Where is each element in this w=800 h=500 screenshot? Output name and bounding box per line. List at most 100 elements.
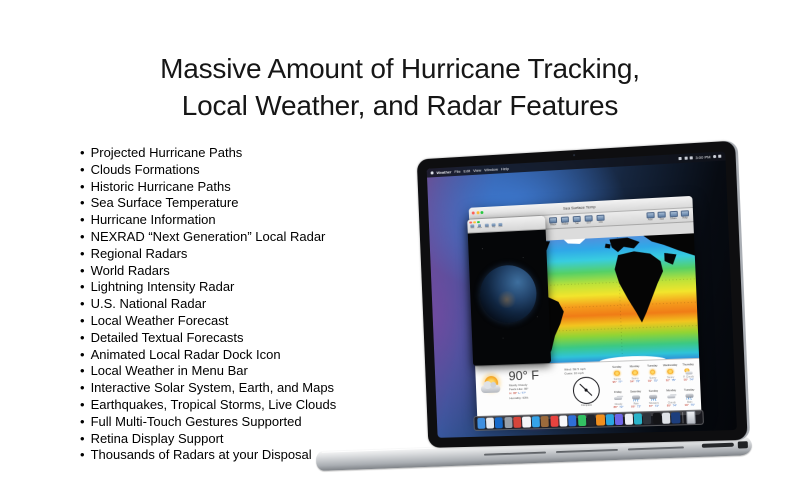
- dock-icon[interactable]: [540, 416, 550, 427]
- forecast-cell[interactable]: Monday Cloudy 89° 74°: [663, 388, 680, 412]
- forecast-low: 75°: [690, 402, 695, 407]
- dock-icon[interactable]: [652, 413, 662, 424]
- menu-item-help[interactable]: Help: [500, 165, 510, 172]
- forecast-cell[interactable]: Sunday Showers 87° 73°: [645, 389, 662, 413]
- toolbar-button[interactable]: Opts: [498, 222, 502, 229]
- forecast-cell[interactable]: Saturday Rain 86° 72°: [627, 390, 644, 414]
- toolbar-button[interactable]: Add: [645, 211, 655, 222]
- forecast-high: 88°: [613, 404, 618, 409]
- menu-item-file[interactable]: File: [454, 168, 461, 175]
- dock-icon[interactable]: [661, 412, 671, 424]
- notification-center-icon[interactable]: [718, 154, 722, 158]
- dock-icon[interactable]: [549, 415, 559, 427]
- menu-item-window[interactable]: Window: [484, 166, 499, 173]
- close-button[interactable]: [469, 220, 472, 224]
- dock-icon[interactable]: [614, 414, 624, 425]
- dock-icon[interactable]: [577, 415, 587, 426]
- dock-icon[interactable]: [596, 414, 605, 426]
- toolbar-button[interactable]: Sets: [470, 224, 474, 230]
- earth-globe[interactable]: [478, 264, 538, 324]
- toolbar-button[interactable]: Help: [680, 209, 690, 220]
- menu-item-view[interactable]: View: [472, 167, 482, 173]
- space-view[interactable]: [467, 229, 552, 366]
- toolbar-button[interactable]: Maps: [549, 216, 558, 227]
- feature-item: Full Multi-Touch Gestures Supported: [80, 414, 336, 431]
- toolbar-button[interactable]: Share: [669, 210, 678, 220]
- dock-icon[interactable]: [624, 413, 633, 425]
- toolbar-button[interactable]: Sky: [491, 223, 496, 229]
- forecast-low: 75°: [671, 378, 676, 383]
- feature-list: Projected Hurricane Paths Clouds Formati…: [80, 145, 337, 464]
- dock-icon[interactable]: [605, 414, 615, 426]
- toolbar-button[interactable]: Orbit: [485, 223, 489, 229]
- toolbar-label: Orbit: [484, 226, 490, 229]
- wind-compass[interactable]: [571, 376, 600, 405]
- dock-icon[interactable]: [643, 413, 652, 425]
- forecast-weather-icon: [683, 367, 693, 375]
- close-button[interactable]: [471, 211, 475, 215]
- dock-icon[interactable]: [671, 412, 681, 424]
- feature-item: Animated Local Radar Dock Icon: [80, 347, 336, 364]
- feature-item: U.S. National Radar: [80, 296, 336, 313]
- dock-icon[interactable]: [485, 417, 495, 429]
- toolbar-label: Sat: [574, 221, 579, 225]
- feature-item: Lightning Intensity Radar: [80, 279, 336, 296]
- dock-icon[interactable]: [531, 416, 540, 428]
- dock-icon[interactable]: [476, 418, 486, 429]
- forecast-cell[interactable]: Thursday P. Cloudy 90° 74°: [680, 363, 697, 387]
- forecast-cell[interactable]: Wednesday Sunny 92° 75°: [662, 364, 679, 388]
- battery-icon[interactable]: [684, 156, 688, 160]
- wifi-icon[interactable]: [689, 156, 693, 160]
- feature-item: Historic Hurricane Paths: [80, 179, 336, 196]
- dock-separator: [682, 412, 684, 424]
- minimize-button[interactable]: [473, 220, 476, 224]
- dock-icon[interactable]: [568, 415, 577, 427]
- forecast-weather-icon: [612, 369, 622, 377]
- menu-item-edit[interactable]: Edit: [463, 168, 471, 174]
- forecast-cell[interactable]: Sunday Sunny 95° 77°: [609, 365, 626, 389]
- forecast-high: 86°: [631, 404, 636, 409]
- zoom-button[interactable]: [477, 220, 480, 224]
- forecast-cell[interactable]: Friday Cloudy 88° 73°: [610, 390, 627, 414]
- dock-icon[interactable]: [504, 417, 513, 428]
- bluetooth-icon[interactable]: [678, 157, 682, 160]
- macbook-screen: Weather File Edit View Window Help 3:00 …: [416, 140, 748, 448]
- dock-icon[interactable]: [633, 413, 643, 425]
- forecast-grid: Sunday Sunny 95° 77° Monday Sunny 94° 76° …: [609, 363, 699, 414]
- dock-icon[interactable]: [513, 417, 522, 428]
- forecast-high: 94°: [630, 379, 635, 384]
- forecast-cell[interactable]: Tuesday Sunny 93° 75°: [644, 364, 661, 388]
- toolbar-label: Share: [669, 216, 677, 220]
- menu-app-name[interactable]: Weather: [436, 169, 452, 176]
- toolbar-button[interactable]: Radar: [560, 216, 569, 226]
- trash-icon[interactable]: [685, 411, 696, 424]
- toolbar-label: Fav: [659, 217, 664, 221]
- cloud-icon: [480, 384, 501, 394]
- dock-icon[interactable]: [586, 414, 596, 426]
- toolbar-button[interactable]: SST: [584, 214, 593, 225]
- toolbar-label: Add: [647, 217, 653, 222]
- minimize-button[interactable]: [476, 211, 480, 215]
- dock-icon[interactable]: [559, 415, 568, 427]
- forecast-high: 89°: [666, 403, 672, 408]
- toolbar-button[interactable]: Fav: [657, 211, 666, 221]
- toolbar-label: Sky: [492, 226, 496, 229]
- apple-menu-icon[interactable]: [430, 171, 434, 175]
- spotlight-icon[interactable]: [713, 155, 716, 158]
- forecast-cell[interactable]: Monday Sunny 94° 76°: [626, 365, 643, 389]
- toolbar-button[interactable]: Sat: [572, 215, 581, 225]
- forecast-low: 74°: [672, 402, 677, 408]
- menu-bar-status-area: 3:00 PM: [678, 154, 722, 162]
- desktop-wallpaper: Weather File Edit View Window Help 3:00 …: [426, 151, 737, 438]
- toolbar-button[interactable]: Info: [596, 214, 605, 224]
- dock-icon[interactable]: [494, 417, 504, 429]
- current-conditions-icon: [478, 370, 507, 418]
- toolbar-button[interactable]: Maps: [477, 223, 482, 230]
- feature-item: NEXRAD “Next Generation” Local Radar: [80, 229, 336, 246]
- zoom-button[interactable]: [480, 210, 484, 215]
- menu-bar-clock[interactable]: 3:00 PM: [695, 154, 711, 161]
- feature-item: Thousands of Radars at your Disposal: [80, 447, 336, 464]
- dock-icon[interactable]: [522, 416, 531, 428]
- forecast-cell[interactable]: Tuesday Rain 90° 75°: [681, 388, 698, 412]
